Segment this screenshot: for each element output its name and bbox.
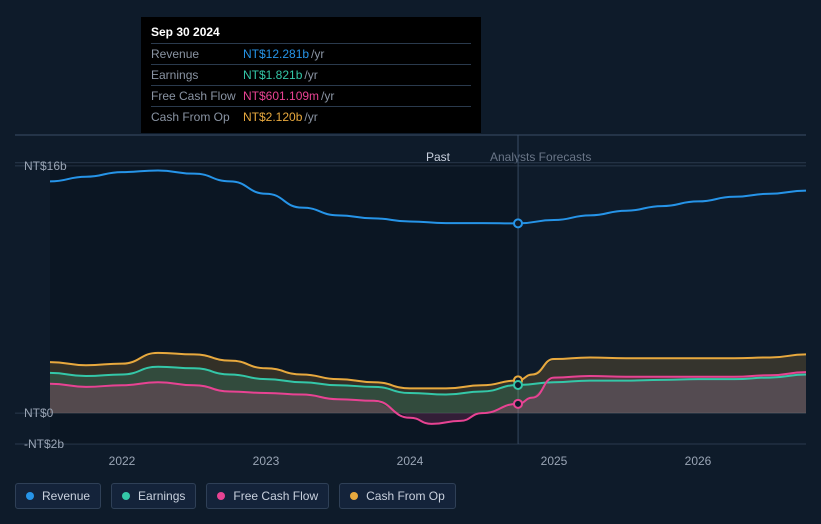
- chart-tooltip: Sep 30 2024 RevenueNT$12.281b /yrEarning…: [141, 17, 481, 133]
- tooltip-value: NT$2.120b: [243, 110, 302, 124]
- legend-item-earnings[interactable]: Earnings: [111, 483, 196, 509]
- tooltip-label: Cash From Op: [151, 110, 243, 124]
- legend-item-cash-from-op[interactable]: Cash From Op: [339, 483, 456, 509]
- y-axis-label: NT$0: [24, 406, 53, 420]
- legend-label: Revenue: [42, 489, 90, 503]
- tooltip-value: NT$12.281b: [243, 47, 309, 61]
- legend: Revenue Earnings Free Cash Flow Cash From O…: [15, 483, 456, 509]
- legend-label: Free Cash Flow: [233, 489, 318, 503]
- tooltip-row: RevenueNT$12.281b /yr: [151, 43, 471, 64]
- tooltip-row: EarningsNT$1.821b /yr: [151, 64, 471, 85]
- x-axis-label: 2023: [253, 454, 280, 468]
- tooltip-value: NT$1.821b: [243, 68, 302, 82]
- legend-dot-icon: [26, 492, 34, 500]
- chart-area: [15, 135, 806, 444]
- legend-label: Earnings: [138, 489, 185, 503]
- tooltip-label: Revenue: [151, 47, 243, 61]
- tooltip-unit: /yr: [304, 68, 317, 82]
- y-axis-label: NT$16b: [24, 159, 67, 173]
- tooltip-row: Free Cash FlowNT$601.109m /yr: [151, 85, 471, 106]
- tooltip-label: Earnings: [151, 68, 243, 82]
- tooltip-unit: /yr: [321, 89, 334, 103]
- tooltip-row: Cash From OpNT$2.120b /yr: [151, 106, 471, 127]
- legend-label: Cash From Op: [366, 489, 445, 503]
- legend-dot-icon: [350, 492, 358, 500]
- legend-item-revenue[interactable]: Revenue: [15, 483, 101, 509]
- legend-dot-icon: [122, 492, 130, 500]
- tooltip-unit: /yr: [304, 110, 317, 124]
- tooltip-date: Sep 30 2024: [151, 25, 471, 39]
- marker-earnings: [514, 381, 522, 389]
- marker-free-cash-flow: [514, 400, 522, 408]
- tooltip-value: NT$601.109m: [243, 89, 319, 103]
- x-axis-label: 2022: [109, 454, 136, 468]
- marker-revenue: [514, 219, 522, 227]
- chart-svg: [15, 135, 806, 444]
- y-axis-label: -NT$2b: [24, 437, 64, 451]
- x-axis-label: 2026: [685, 454, 712, 468]
- legend-dot-icon: [217, 492, 225, 500]
- x-axis-label: 2024: [397, 454, 424, 468]
- tooltip-unit: /yr: [311, 47, 324, 61]
- legend-item-free-cash-flow[interactable]: Free Cash Flow: [206, 483, 329, 509]
- tooltip-label: Free Cash Flow: [151, 89, 243, 103]
- x-axis-label: 2025: [541, 454, 568, 468]
